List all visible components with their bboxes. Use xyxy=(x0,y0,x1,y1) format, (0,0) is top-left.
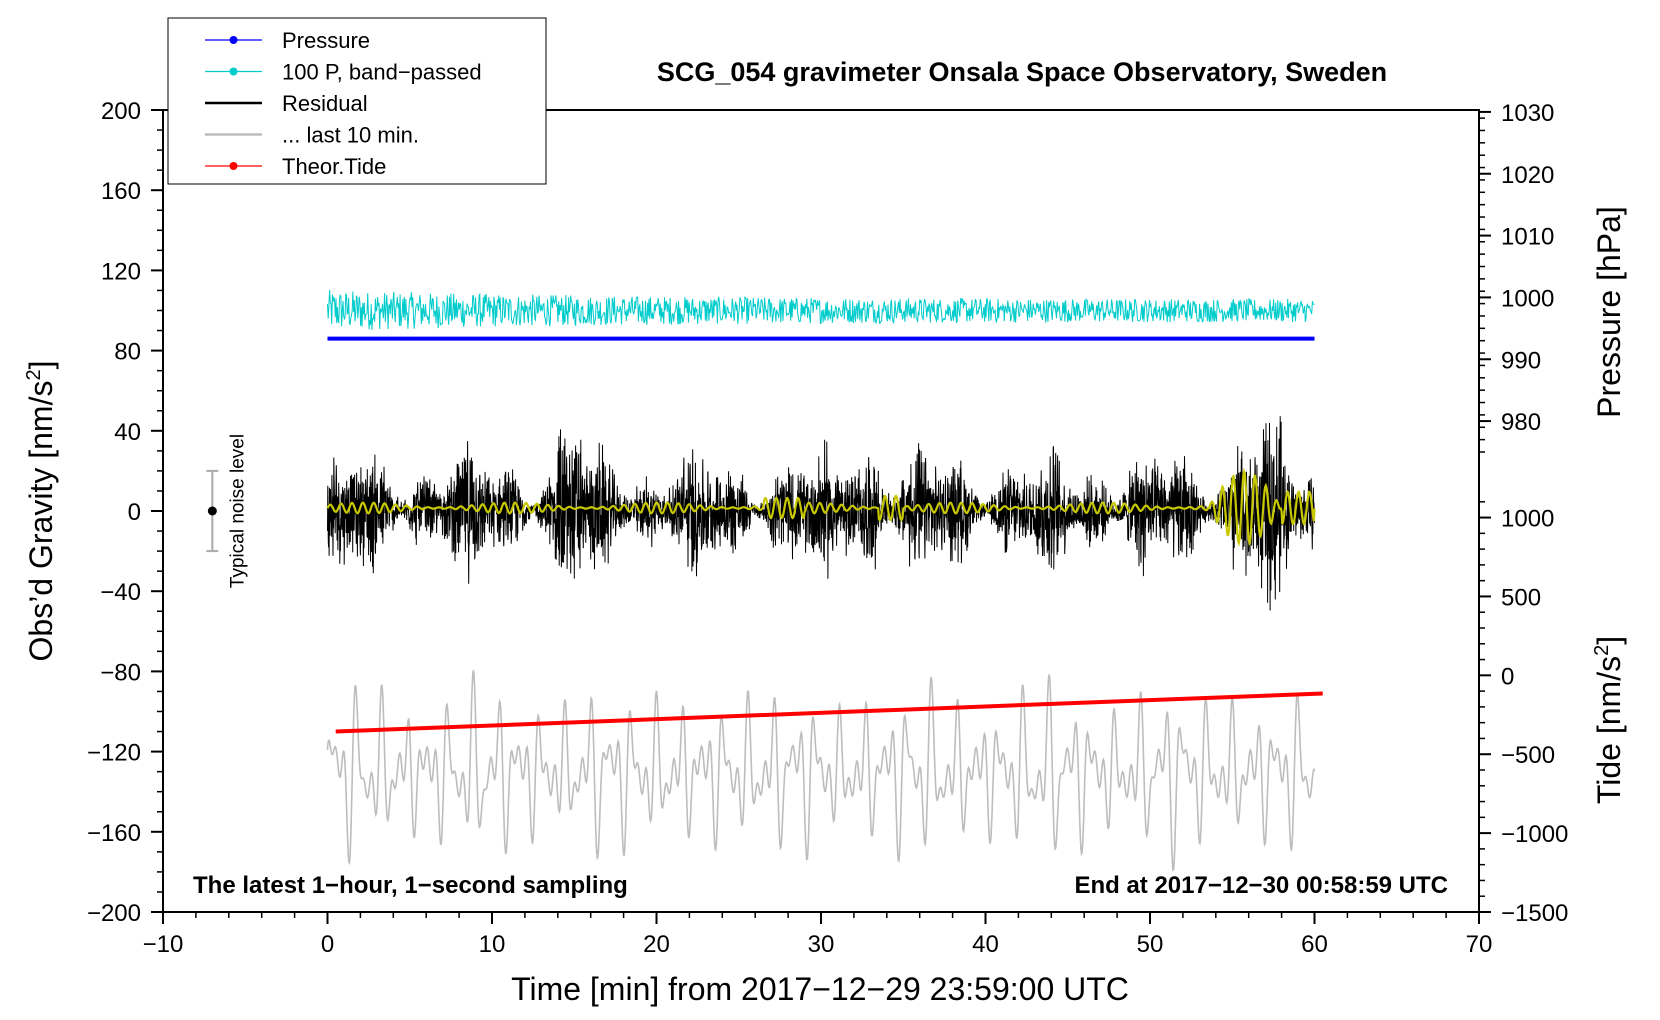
legend-box xyxy=(167,17,547,185)
series-layer xyxy=(326,289,1323,872)
y-tick-label: −40 xyxy=(100,579,141,606)
y-tick-label: −200 xyxy=(87,900,141,927)
series-line-residual xyxy=(327,416,1315,611)
x-tick-label: 0 xyxy=(321,931,334,958)
y-axis-title-tide-sup: 2 xyxy=(1591,645,1613,656)
tide-tick-label: 0 xyxy=(1501,663,1514,690)
x-tick-label: 40 xyxy=(972,931,999,958)
series-line-residual-filtered xyxy=(326,467,1316,547)
x-tick-label: −10 xyxy=(143,931,184,958)
tide-tick-label: 500 xyxy=(1501,584,1541,611)
legend-marker xyxy=(229,36,238,44)
noise-label: Typical noise level xyxy=(227,434,248,588)
y-axis-title-pressure: Pressure [hPa] xyxy=(1591,206,1627,418)
y-tick-label: −80 xyxy=(100,659,141,686)
end-time-note: End at 2017−12−30 00:58:59 UTC xyxy=(1074,872,1448,899)
x-tick-label: 50 xyxy=(1137,931,1164,958)
legend-marker xyxy=(229,162,238,170)
pressure-tick-label: 1000 xyxy=(1501,285,1554,312)
legend-label: 100 P, band−passed xyxy=(282,60,482,85)
series-line-bandpassed xyxy=(327,289,1315,330)
y-tick-label: 80 xyxy=(114,339,141,366)
legend-label: ... last 10 min. xyxy=(282,123,419,148)
tide-tick-label: −500 xyxy=(1501,742,1555,769)
pressure-tick-label: 1020 xyxy=(1501,162,1554,189)
legend-label: Residual xyxy=(282,91,368,116)
legend-label: Theor.Tide xyxy=(282,154,386,179)
tide-tick-label: −1000 xyxy=(1501,821,1568,848)
pressure-tick-label: 980 xyxy=(1501,409,1541,436)
y-tick-label: −120 xyxy=(87,740,141,767)
tide-tick-label: 1000 xyxy=(1501,506,1554,533)
y-axis-title-left: Obs’d Gravity [nm/s2] xyxy=(23,361,59,662)
x-tick-label: 30 xyxy=(808,931,835,958)
x-tick-label: 70 xyxy=(1466,931,1493,958)
y-tick-label: 200 xyxy=(101,98,141,125)
y-axis-title-left-sup: 2 xyxy=(23,369,45,380)
noise-indicator: Typical noise level xyxy=(206,434,248,588)
y-tick-label: 0 xyxy=(128,499,141,526)
y-tick-label: −160 xyxy=(87,820,141,847)
y-tick-label: 120 xyxy=(101,258,141,285)
x-tick-label: 10 xyxy=(479,931,506,958)
y-axis-title-tide-main: Tide [nm/s xyxy=(1591,656,1627,804)
chart-title: SCG_054 gravimeter Onsala Space Observat… xyxy=(657,57,1387,87)
x-tick-label: 20 xyxy=(643,931,670,958)
y-tick-label: 40 xyxy=(114,419,141,446)
noise-bar-dot xyxy=(207,506,217,516)
legend-marker xyxy=(229,67,238,76)
y-axis-title-tide: Tide [nm/s2] xyxy=(1591,636,1627,804)
pressure-tick-label: 990 xyxy=(1501,347,1541,374)
legend: Pressure 100 P, band−passed Residual ... la… xyxy=(167,17,547,185)
sampling-note: The latest 1−hour, 1−second sampling xyxy=(193,872,628,899)
axes-layer: −10 0 10 20 30 40 50 60 7020016012080400−40−80−1… xyxy=(87,98,1568,958)
x-axis-title: Time [min] from 2017−12−29 23:59:00 UTC xyxy=(511,971,1129,1007)
series-line-tide xyxy=(335,691,1323,734)
tide-tick-label: −1500 xyxy=(1501,900,1568,927)
pressure-tick-label: 1030 xyxy=(1501,100,1554,127)
legend-label: Pressure xyxy=(282,28,370,53)
pressure-tick-label: 1010 xyxy=(1501,224,1554,251)
y-axis-title-left-end: ] xyxy=(23,361,59,370)
y-axis-title-tide-end: ] xyxy=(1591,636,1627,645)
x-tick-label: 60 xyxy=(1301,931,1328,958)
y-tick-label: 160 xyxy=(101,178,141,205)
series-line-last10 xyxy=(326,670,1316,872)
y-axis-title-left-main: Obs’d Gravity [nm/s xyxy=(23,381,59,662)
